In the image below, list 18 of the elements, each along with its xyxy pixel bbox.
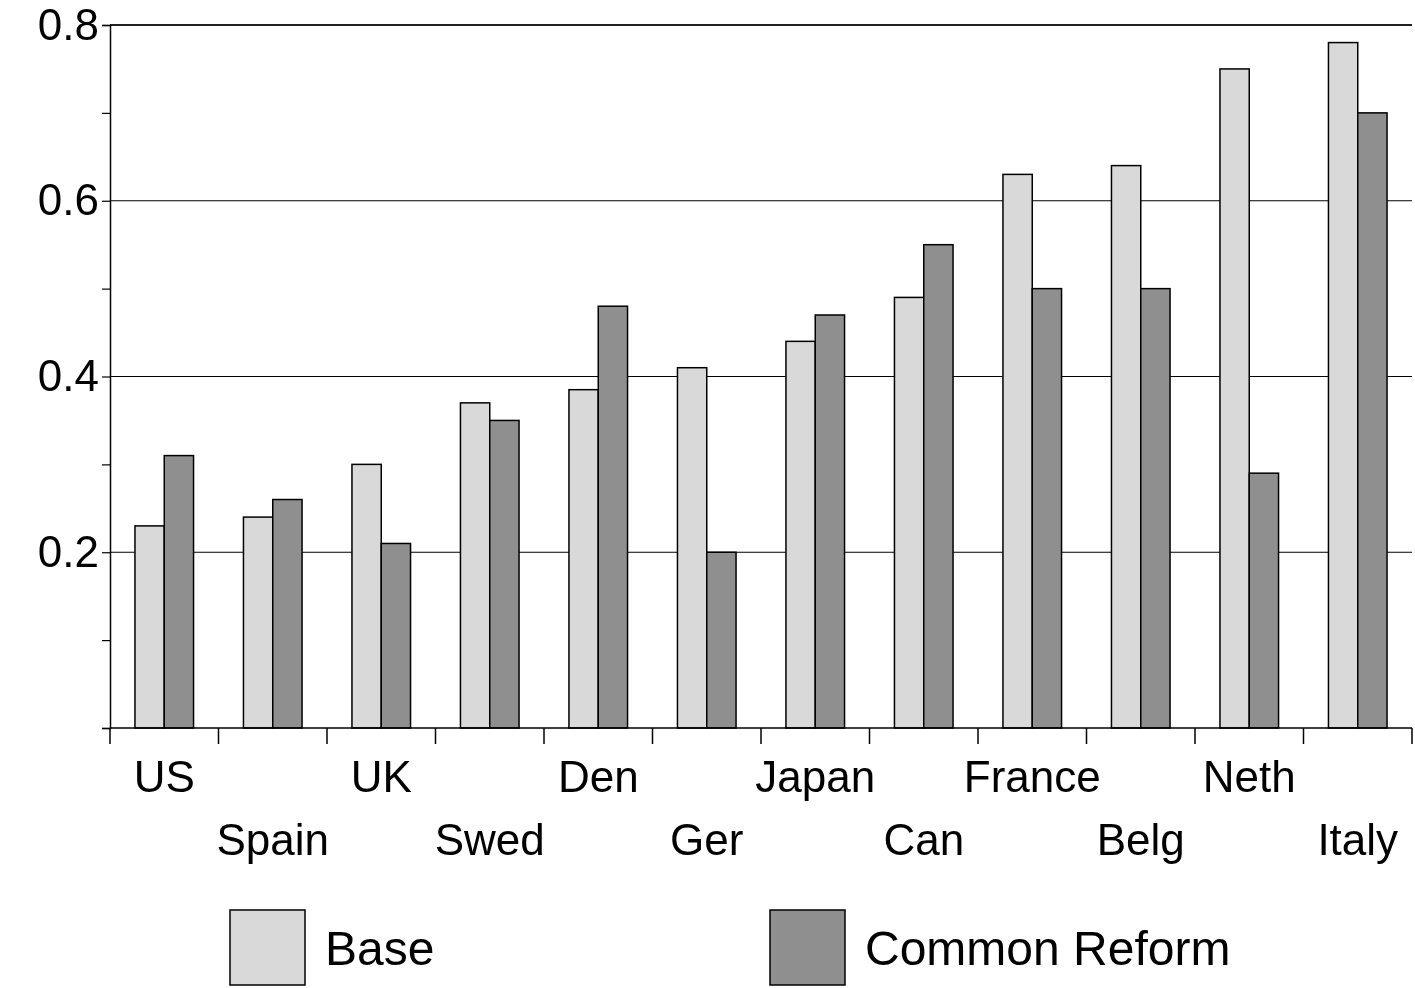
y-tick-label: 0.4: [37, 351, 99, 401]
y-tick-label: 0.2: [37, 526, 99, 576]
legend-label: Common Reform: [865, 922, 1231, 975]
x-tick-label: US: [133, 752, 195, 801]
x-tick-label: Japan: [755, 752, 876, 801]
x-tick-label: Swed: [434, 815, 545, 864]
legend-label: Base: [325, 922, 435, 975]
x-tick-label: Ger: [670, 815, 744, 864]
x-tick-label: Den: [557, 752, 639, 801]
x-tick-label: Can: [883, 815, 965, 864]
y-tick-label: 0.6: [37, 175, 99, 225]
x-tick-label: France: [963, 752, 1101, 801]
y-tick-label: 0.8: [37, 0, 99, 49]
x-tick-label: UK: [350, 752, 412, 801]
x-tick-label: Belg: [1096, 815, 1185, 864]
x-tick-label: Italy: [1317, 815, 1399, 864]
x-tick-label: Spain: [216, 815, 330, 864]
x-tick-label: Neth: [1202, 752, 1296, 801]
